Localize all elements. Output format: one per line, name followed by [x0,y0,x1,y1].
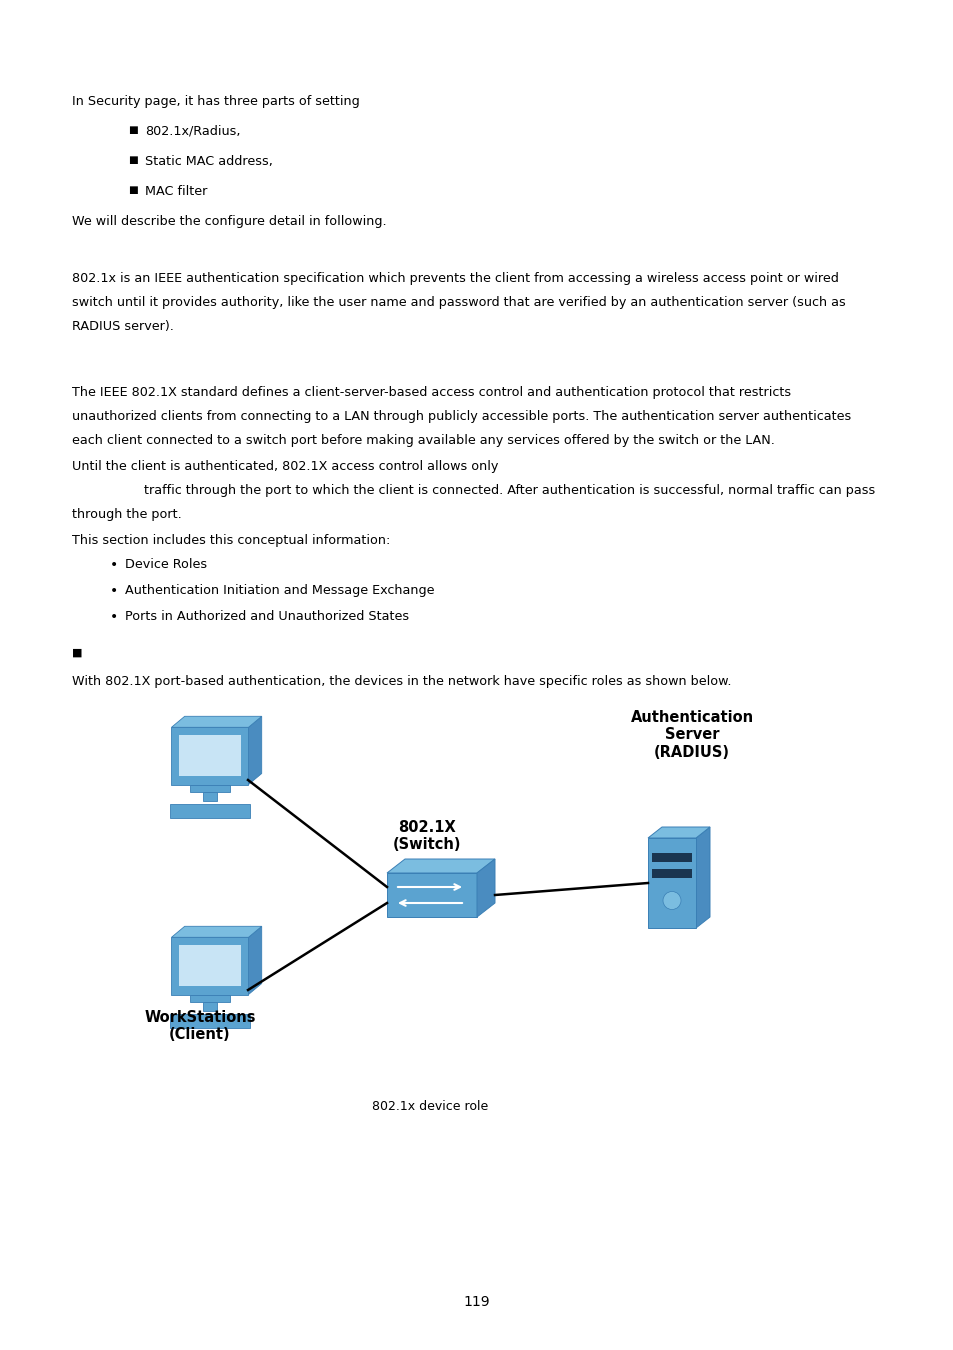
Text: •: • [110,610,118,624]
Bar [651,853,691,863]
Text: ■: ■ [128,185,137,194]
Text: ■: ■ [71,648,82,657]
Text: 802.1x/Radius,: 802.1x/Radius, [145,126,240,138]
Text: 802.1x device role: 802.1x device role [372,1100,488,1112]
Text: 802.1x is an IEEE authentication specification which prevents the client from ac: 802.1x is an IEEE authentication specifi… [71,271,838,285]
Text: The IEEE 802.1X standard defines a client-server-based access control and authen: The IEEE 802.1X standard defines a clien… [71,386,790,400]
Text: traffic through the port to which the client is connected. After authentication : traffic through the port to which the cl… [144,485,874,497]
Bar [190,784,230,792]
Text: In Security page, it has three parts of setting: In Security page, it has three parts of … [71,95,359,108]
Text: RADIUS server).: RADIUS server). [71,320,173,333]
Text: Authentication Initiation and Message Exchange: Authentication Initiation and Message Ex… [125,585,434,597]
Text: We will describe the configure detail in following.: We will describe the configure detail in… [71,215,386,228]
Polygon shape [696,828,709,927]
Text: WorkStations
(Client): WorkStations (Client) [144,1010,255,1042]
Text: ■: ■ [128,126,137,135]
Bar [387,873,476,917]
Polygon shape [248,717,261,784]
Bar [179,945,240,987]
Bar [172,937,248,995]
Text: •: • [110,558,118,572]
Bar [171,805,250,818]
Text: Authentication
Server
(RADIUS): Authentication Server (RADIUS) [630,710,753,760]
Polygon shape [172,926,261,937]
Text: each client connected to a switch port before making available any services offe: each client connected to a switch port b… [71,433,774,447]
Text: •: • [110,585,118,598]
Bar [647,838,696,927]
Polygon shape [387,859,495,873]
Text: Until the client is authenticated, 802.1X access control allows only: Until the client is authenticated, 802.1… [71,460,497,472]
Text: Device Roles: Device Roles [125,558,207,571]
Text: ■: ■ [128,155,137,165]
Text: unauthorized clients from connecting to a LAN through publicly accessible ports.: unauthorized clients from connecting to … [71,410,850,423]
Text: 802.1X
(Switch): 802.1X (Switch) [393,819,460,852]
Bar [172,728,248,784]
Text: Ports in Authorized and Unauthorized States: Ports in Authorized and Unauthorized Sta… [125,610,409,622]
Bar [203,792,216,801]
Text: switch until it provides authority, like the user name and password that are ver: switch until it provides authority, like… [71,296,845,309]
Polygon shape [172,717,261,728]
Bar [651,869,691,878]
Text: MAC filter: MAC filter [145,185,207,198]
Polygon shape [647,828,709,838]
Text: This section includes this conceptual information:: This section includes this conceptual in… [71,535,390,547]
Text: through the port.: through the port. [71,508,182,521]
Bar [203,1002,216,1011]
Text: Static MAC address,: Static MAC address, [145,155,273,167]
Text: 119: 119 [463,1295,490,1309]
Text: With 802.1X port-based authentication, the devices in the network have specific : With 802.1X port-based authentication, t… [71,675,731,688]
Bar [190,995,230,1002]
Bar [171,1014,250,1027]
Polygon shape [248,926,261,995]
Bar [179,736,240,776]
Polygon shape [476,859,495,917]
Circle shape [662,891,680,910]
